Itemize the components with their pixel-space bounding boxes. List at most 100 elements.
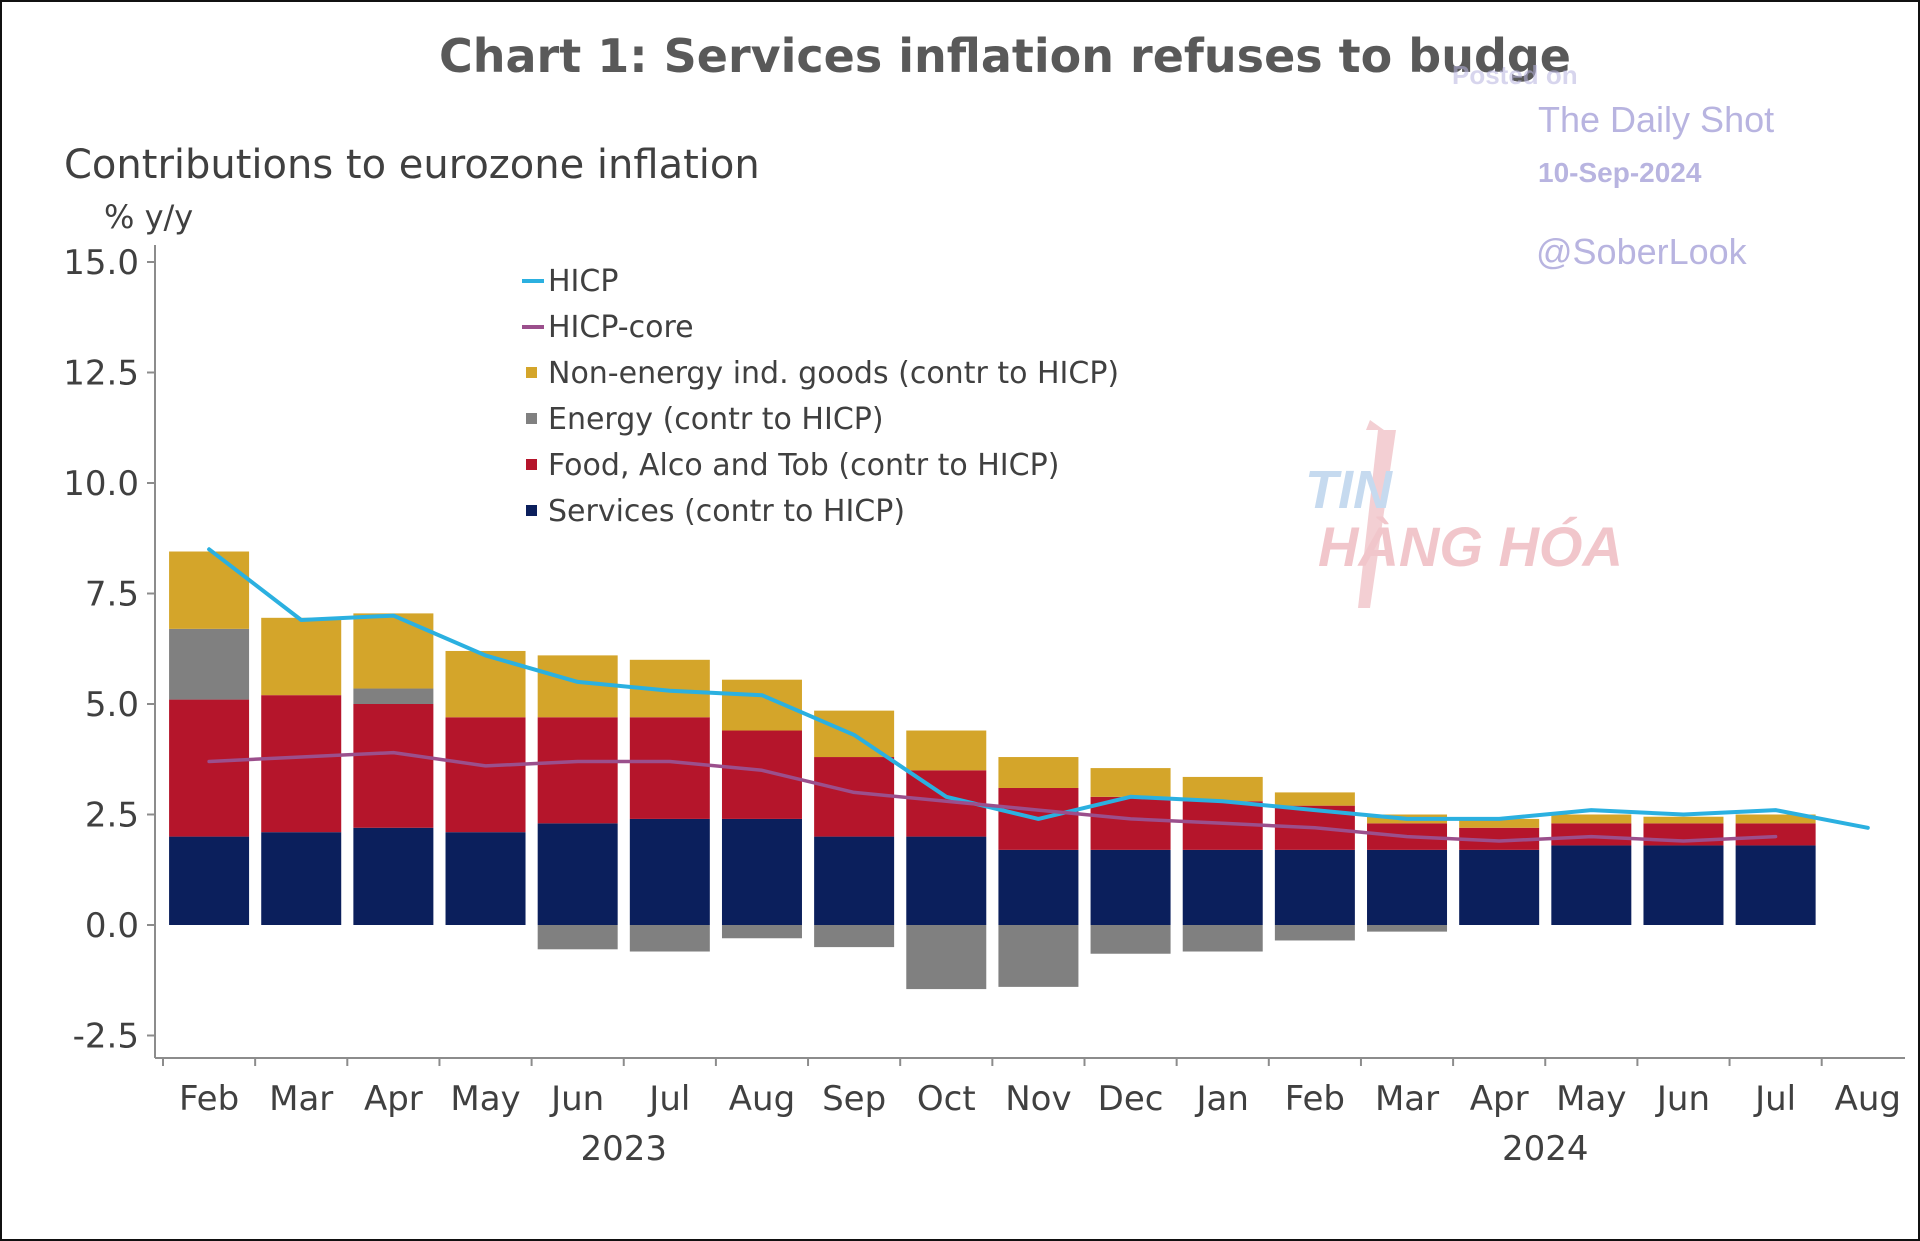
bar-segment	[445, 650, 526, 718]
y-tick-label: 12.5	[63, 354, 139, 394]
bar-segment	[1459, 818, 1540, 828]
logo-line1: TIN	[1305, 460, 1393, 520]
bar-segment	[906, 925, 987, 990]
bar-segment	[1735, 845, 1816, 925]
x-tick-label: Jul	[1753, 1079, 1796, 1119]
bar-segment	[169, 836, 250, 925]
bar-segment	[1090, 768, 1171, 797]
y-tick-label: -2.5	[73, 1017, 139, 1057]
bar-segment	[629, 925, 710, 952]
bar-segment	[1551, 823, 1632, 846]
bars-group	[169, 551, 1816, 990]
legend-box-swatch	[526, 413, 537, 424]
y-axis-unit-label: % y/y	[104, 198, 193, 236]
bar-segment	[261, 695, 342, 833]
x-tick-label: Oct	[917, 1079, 976, 1119]
y-tick-label: 15.0	[63, 243, 139, 283]
hicp-core-line	[207, 750, 1778, 843]
x-tick-label: Aug	[1835, 1079, 1901, 1119]
logo-line2: HÀNG HÓA	[1318, 515, 1623, 578]
x-year-label: 2023	[580, 1129, 667, 1169]
x-tick-label: Jan	[1195, 1079, 1249, 1119]
bar-segment	[537, 717, 618, 824]
bar-segment	[1274, 849, 1355, 925]
bar-segment	[629, 717, 710, 819]
x-tick-label: Feb	[1285, 1079, 1345, 1119]
x-tick-label: Sep	[822, 1079, 886, 1119]
x-tick-label: Feb	[179, 1079, 239, 1119]
bar-segment	[1367, 925, 1448, 932]
bar-segment	[1735, 823, 1816, 846]
chart-subtitle: Contributions to eurozone inflation	[64, 142, 760, 188]
bar-segment	[537, 925, 618, 950]
bar-segment	[169, 699, 250, 837]
bar-segment	[721, 730, 802, 819]
bar-segment	[1274, 792, 1355, 806]
legend-box-swatch	[526, 505, 537, 516]
bar-segment	[1459, 849, 1540, 925]
bar-segment	[1459, 827, 1540, 850]
watermark-handle: @SoberLook	[1536, 231, 1748, 272]
logo-arrow-icon	[1358, 420, 1396, 608]
x-tick-label: Jun	[549, 1079, 604, 1119]
bar-segment	[169, 551, 250, 629]
x-tick-label: Aug	[729, 1079, 795, 1119]
y-tick-label: 10.0	[63, 464, 139, 504]
legend: HICP HICP-core Non-energy ind. goods (cont…	[522, 264, 1119, 529]
bar-segment	[353, 688, 434, 704]
legend-label: HICP-core	[548, 310, 694, 345]
legend-label: HICP	[548, 264, 618, 299]
x-tick-label: May	[450, 1079, 520, 1119]
y-tick-label: 5.0	[85, 685, 139, 725]
x-year-label: 2024	[1502, 1129, 1589, 1169]
bar-segment	[353, 613, 434, 689]
watermark-date: 10-Sep-2024	[1538, 157, 1702, 188]
x-tick-label: Jun	[1655, 1079, 1710, 1119]
bar-segment	[1367, 849, 1448, 925]
bar-segment	[1090, 925, 1171, 954]
bar-segment	[261, 617, 342, 696]
bar-segment	[1182, 849, 1263, 925]
bar-segment	[998, 925, 1079, 987]
bar-segment	[353, 704, 434, 828]
bar-segment	[1643, 816, 1724, 824]
bar-segment	[353, 827, 434, 925]
bar-segment	[1551, 814, 1632, 824]
bar-segment	[537, 823, 618, 925]
x-tick-label: May	[1556, 1079, 1626, 1119]
bar-segment	[169, 628, 250, 700]
legend-box-swatch	[526, 367, 537, 378]
x-tick-label: Mar	[1375, 1079, 1439, 1119]
x-tick-label: Apr	[364, 1079, 423, 1119]
axes	[154, 245, 1905, 1059]
bar-segment	[1182, 776, 1263, 802]
bar-segment	[814, 757, 895, 837]
x-tick-label: Dec	[1098, 1079, 1164, 1119]
bar-segment	[1090, 796, 1171, 850]
bar-segment	[814, 925, 895, 948]
hicp-line	[207, 547, 1870, 830]
bar-segment	[998, 849, 1079, 925]
lines-group	[207, 547, 1870, 843]
bar-segment	[906, 730, 987, 771]
ticks-group: 15.0 12.5 10.0 7.5 5.0 2.5 0.0 -2.5 Feb Mar Apr May…	[63, 243, 1901, 1169]
bar-segment	[721, 818, 802, 925]
y-tick-label: 0.0	[85, 906, 139, 946]
bar-segment	[721, 925, 802, 939]
bar-segment	[998, 757, 1079, 788]
legend-label: Energy (contr to HICP)	[548, 402, 884, 437]
watermark-posted-on: Posted on	[1452, 60, 1578, 90]
x-tick-label: Mar	[269, 1079, 333, 1119]
x-tick-label: Apr	[1470, 1079, 1529, 1119]
legend-label: Food, Alco and Tob (contr to HICP)	[548, 448, 1059, 483]
bar-segment	[814, 836, 895, 925]
bar-segment	[1182, 925, 1263, 952]
legend-label: Services (contr to HICP)	[548, 494, 905, 529]
bar-segment	[1735, 814, 1816, 824]
bar-segment	[1551, 845, 1632, 925]
watermark-source-name: The Daily Shot	[1538, 99, 1774, 140]
tin-hang-hoa-logo: TIN HÀNG HÓA	[1305, 420, 1623, 608]
bar-segment	[445, 717, 526, 833]
legend-box-swatch	[526, 459, 537, 470]
